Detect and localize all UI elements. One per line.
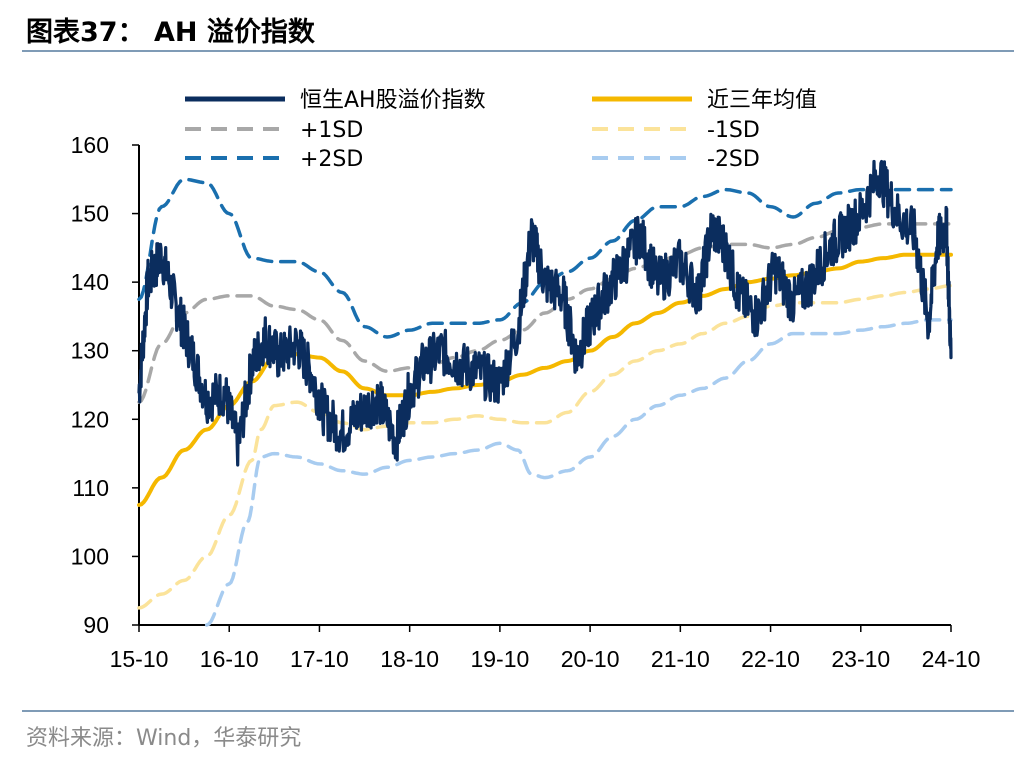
series-line-4 (137, 283, 953, 610)
x-axis-ticks: 15-10 16-10 17-10 18-10 19-10 20-10 21-10 22-10… (110, 625, 981, 672)
source-note: 资料来源：Wind，华泰研究 (26, 726, 302, 751)
y-tick-label: 90 (83, 612, 109, 638)
y-tick-label: 130 (71, 338, 109, 364)
series-line-3 (137, 177, 953, 339)
legend-label-0: 恒生AH股溢价指数 (300, 88, 486, 113)
series-line-0 (137, 159, 953, 467)
legend-label-4: -1SD (707, 118, 760, 143)
series-line-1 (137, 252, 953, 507)
y-tick-label: 120 (71, 406, 109, 432)
x-tick-label: 20-10 (561, 646, 620, 672)
x-tick-label: 17-10 (290, 646, 349, 672)
chart-axes (138, 145, 951, 626)
x-tick-label: 21-10 (651, 646, 710, 672)
legend-label-5: -2SD (707, 147, 760, 172)
legend-label-1: 近三年均值 (707, 88, 817, 113)
y-axis-ticks: 90 100 110 120 130 140 150 160 (71, 132, 139, 638)
chart-series (137, 159, 953, 627)
y-tick-label: 100 (71, 543, 109, 569)
x-tick-label: 24-10 (922, 646, 981, 672)
series-line-5 (204, 318, 953, 627)
x-tick-label: 22-10 (741, 646, 800, 672)
legend-label-2: +1SD (300, 118, 363, 143)
y-tick-label: 140 (71, 269, 109, 295)
y-tick-label: 110 (72, 475, 109, 501)
x-tick-label: 16-10 (200, 646, 259, 672)
series-line-2 (137, 222, 953, 404)
top-divider (22, 50, 1014, 52)
legend-label-3: +2SD (300, 147, 363, 172)
chart-legend: 恒生AH股溢价指数 近三年均值 +1SD -1SD +2SD -2SD (185, 88, 817, 172)
chart-title: 图表37： AH 溢价指数 (26, 17, 315, 48)
x-tick-label: 23-10 (831, 646, 890, 672)
x-tick-label: 19-10 (470, 646, 529, 672)
y-tick-label: 160 (71, 132, 109, 158)
x-tick-label: 15-10 (110, 646, 169, 672)
bottom-divider (22, 710, 1014, 712)
y-tick-label: 150 (71, 201, 109, 227)
x-tick-label: 18-10 (380, 646, 439, 672)
